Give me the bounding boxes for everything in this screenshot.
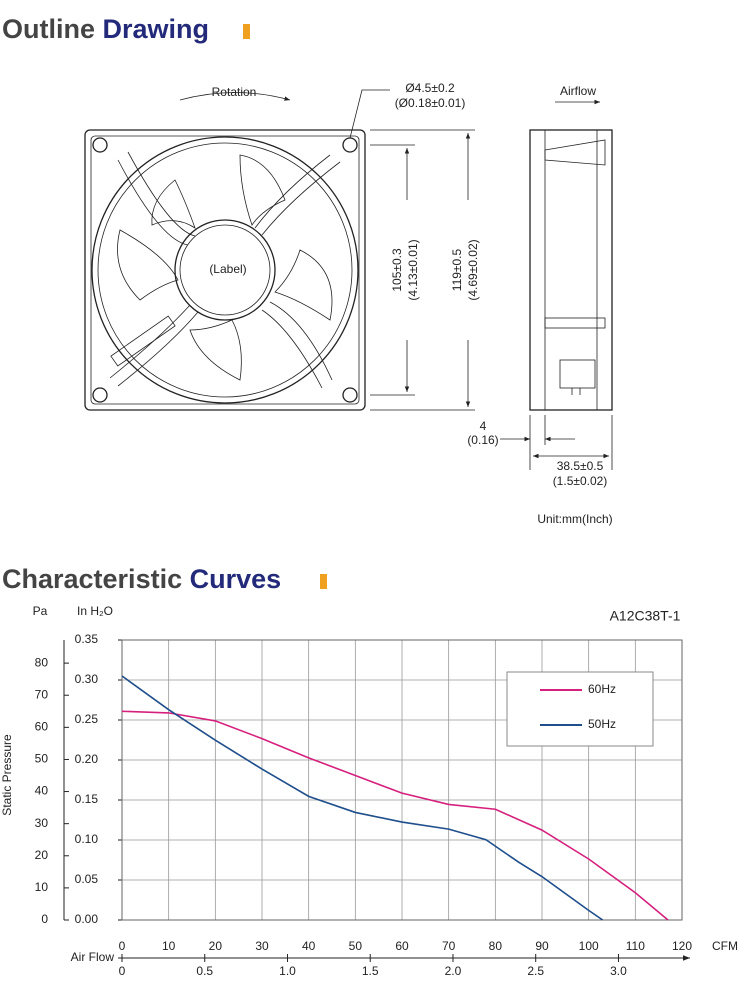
annotation: Rotation bbox=[212, 85, 257, 99]
y-tick-label: 10 bbox=[35, 880, 49, 894]
y-tick-label: 20 bbox=[35, 848, 49, 862]
x-tick-label: 120 bbox=[672, 939, 692, 953]
y-axis-label: Static Pressure bbox=[0, 734, 14, 816]
x2-tick-label: 0 bbox=[119, 964, 126, 978]
x-tick-label: 20 bbox=[209, 939, 223, 953]
legend-box bbox=[506, 671, 654, 747]
y2-tick-label: 0.15 bbox=[75, 792, 99, 806]
title-word: Drawing bbox=[103, 14, 210, 44]
y-tick-label: 30 bbox=[35, 816, 49, 830]
x-tick-label: 10 bbox=[162, 939, 176, 953]
y-tick-label: 50 bbox=[35, 752, 49, 766]
legend-label: 60Hz bbox=[588, 682, 616, 696]
annotation: 105±0.3 bbox=[390, 248, 404, 292]
annotation: (0.16) bbox=[467, 433, 498, 447]
title-word: Curves bbox=[190, 564, 282, 594]
annotation: 4 bbox=[480, 419, 487, 433]
annotation: (Label) bbox=[209, 262, 246, 276]
title-word: Characteristic bbox=[2, 564, 182, 594]
y-tick-label: 70 bbox=[35, 687, 49, 701]
fan-front-view bbox=[84, 89, 390, 411]
x2-tick-label: 3.0 bbox=[610, 964, 627, 978]
x2-tick-label: 1.0 bbox=[279, 964, 296, 978]
y2-tick-label: 0.30 bbox=[75, 672, 99, 686]
x2-tick-label: 1.5 bbox=[362, 964, 379, 978]
x-tick-label: 60 bbox=[395, 939, 409, 953]
annotation: Unit:mm(Inch) bbox=[537, 512, 612, 526]
y2-tick-label: 0.05 bbox=[75, 872, 99, 886]
annotation: 119±0.5 bbox=[450, 248, 464, 291]
legend-label: 50Hz bbox=[588, 717, 616, 731]
x-tick-label: 40 bbox=[302, 939, 316, 953]
x-tick-label: 70 bbox=[442, 939, 456, 953]
x-tick-label: 50 bbox=[349, 939, 363, 953]
annotation: Airflow bbox=[560, 84, 596, 98]
heading-mark bbox=[243, 24, 250, 39]
x2-axis-label: Air Flow bbox=[71, 950, 115, 964]
x-tick-label: 80 bbox=[489, 939, 503, 953]
x-tick-label: 0 bbox=[119, 939, 126, 953]
y2-tick-label: 0.20 bbox=[75, 752, 99, 766]
title-word: Outline bbox=[2, 14, 95, 44]
axis-unit: Pa bbox=[33, 604, 48, 618]
data-line bbox=[121, 710, 669, 921]
y-tick-label: 60 bbox=[35, 720, 49, 734]
heading-mark bbox=[320, 574, 327, 589]
fan-side-view bbox=[529, 129, 613, 411]
section-title: Outline Drawing bbox=[2, 14, 209, 44]
plot-frame bbox=[121, 639, 683, 921]
chart-title: A12C38T-1 bbox=[610, 608, 681, 624]
y-tick-label: 40 bbox=[35, 784, 49, 798]
axis-unit: In H₂O bbox=[77, 604, 113, 618]
data-line bbox=[121, 675, 604, 921]
x2-tick-label: 0.5 bbox=[196, 964, 213, 978]
annotation: 38.5±0.5 bbox=[557, 459, 604, 473]
annotation: (1.5±0.02) bbox=[553, 474, 608, 488]
annotation: (4.69±0.02) bbox=[466, 239, 480, 300]
dimension-lines bbox=[370, 99, 613, 470]
y2-tick-label: 0.25 bbox=[75, 712, 99, 726]
annotation: (Ø0.18±0.01) bbox=[395, 96, 466, 110]
annotation: Ø4.5±0.2 bbox=[405, 81, 455, 95]
y-tick-label: 80 bbox=[35, 655, 49, 669]
annotation: (4.13±0.01) bbox=[406, 239, 420, 300]
x-tick-label: 90 bbox=[535, 939, 549, 953]
x-tick-label: 100 bbox=[579, 939, 599, 953]
x2-tick-label: 2.5 bbox=[527, 964, 544, 978]
section-title: Characteristic Curves bbox=[2, 564, 281, 594]
x-tick-label: 110 bbox=[626, 939, 645, 953]
x-tick-label: 30 bbox=[255, 939, 269, 953]
y-tick-label: 0 bbox=[41, 912, 48, 926]
y2-tick-label: 0.00 bbox=[75, 912, 99, 926]
y2-tick-label: 0.10 bbox=[75, 832, 99, 846]
x2-tick-label: 2.0 bbox=[445, 964, 462, 978]
y2-tick-label: 0.35 bbox=[75, 632, 99, 646]
x-axis-label: CFM bbox=[712, 939, 738, 953]
